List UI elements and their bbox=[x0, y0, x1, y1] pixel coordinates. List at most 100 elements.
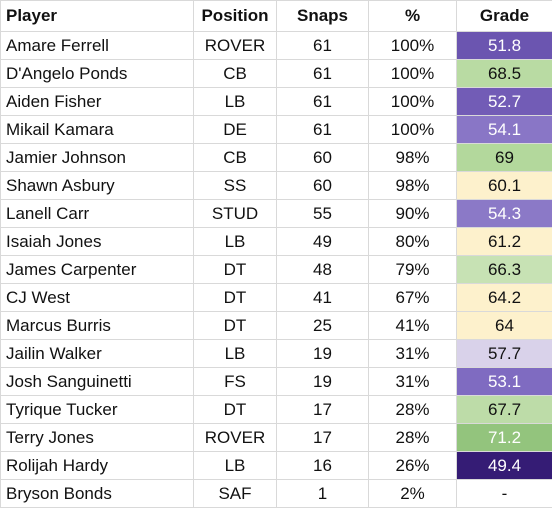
cell-snaps[interactable]: 61 bbox=[276, 31, 369, 60]
header-percent[interactable]: % bbox=[368, 0, 457, 32]
cell-grade[interactable]: 68.5 bbox=[456, 59, 552, 88]
cell-position[interactable]: ROVER bbox=[193, 423, 277, 452]
cell-player[interactable]: Josh Sanguinetti bbox=[0, 367, 194, 396]
cell-snaps[interactable]: 48 bbox=[276, 255, 369, 284]
cell-snaps[interactable]: 17 bbox=[276, 395, 369, 424]
cell-grade[interactable]: 54.3 bbox=[456, 199, 552, 228]
cell-grade[interactable]: 51.8 bbox=[456, 31, 552, 60]
cell-snaps[interactable]: 61 bbox=[276, 115, 369, 144]
cell-snaps[interactable]: 60 bbox=[276, 171, 369, 200]
header-player[interactable]: Player bbox=[0, 0, 194, 32]
cell-snaps[interactable]: 61 bbox=[276, 59, 369, 88]
cell-snaps[interactable]: 60 bbox=[276, 143, 369, 172]
header-position[interactable]: Position bbox=[193, 0, 277, 32]
cell-player[interactable]: Terry Jones bbox=[0, 423, 194, 452]
cell-position[interactable]: ROVER bbox=[193, 31, 277, 60]
cell-snaps[interactable]: 17 bbox=[276, 423, 369, 452]
cell-grade[interactable]: 67.7 bbox=[456, 395, 552, 424]
cell-percent[interactable]: 67% bbox=[368, 283, 457, 312]
cell-player[interactable]: Rolijah Hardy bbox=[0, 451, 194, 480]
table-row: CJ West DT 41 67% 64.2 bbox=[0, 283, 552, 312]
table-row: Marcus Burris DT 25 41% 64 bbox=[0, 311, 552, 340]
cell-position[interactable]: LB bbox=[193, 87, 277, 116]
cell-player[interactable]: D'Angelo Ponds bbox=[0, 59, 194, 88]
table-row: Josh Sanguinetti FS 19 31% 53.1 bbox=[0, 367, 552, 396]
cell-grade[interactable]: 54.1 bbox=[456, 115, 552, 144]
header-snaps[interactable]: Snaps bbox=[276, 0, 369, 32]
cell-percent[interactable]: 28% bbox=[368, 395, 457, 424]
table-row: D'Angelo Ponds CB 61 100% 68.5 bbox=[0, 59, 552, 88]
cell-grade[interactable]: 61.2 bbox=[456, 227, 552, 256]
cell-grade[interactable]: 53.1 bbox=[456, 367, 552, 396]
cell-grade[interactable]: - bbox=[456, 479, 552, 508]
cell-position[interactable]: STUD bbox=[193, 199, 277, 228]
cell-grade[interactable]: 66.3 bbox=[456, 255, 552, 284]
cell-grade[interactable]: 52.7 bbox=[456, 87, 552, 116]
cell-player[interactable]: Amare Ferrell bbox=[0, 31, 194, 60]
cell-percent[interactable]: 90% bbox=[368, 199, 457, 228]
cell-player[interactable]: CJ West bbox=[0, 283, 194, 312]
cell-player[interactable]: Mikail Kamara bbox=[0, 115, 194, 144]
cell-grade[interactable]: 57.7 bbox=[456, 339, 552, 368]
cell-percent[interactable]: 2% bbox=[368, 479, 457, 508]
cell-percent[interactable]: 31% bbox=[368, 339, 457, 368]
table-row: Tyrique Tucker DT 17 28% 67.7 bbox=[0, 395, 552, 424]
cell-percent[interactable]: 100% bbox=[368, 87, 457, 116]
cell-snaps[interactable]: 25 bbox=[276, 311, 369, 340]
table-body: Amare Ferrell ROVER 61 100% 51.8 D'Angelo Pon… bbox=[0, 31, 552, 508]
cell-player[interactable]: Bryson Bonds bbox=[0, 479, 194, 508]
table-row: Jamier Johnson CB 60 98% 69 bbox=[0, 143, 552, 172]
cell-position[interactable]: LB bbox=[193, 339, 277, 368]
cell-snaps[interactable]: 61 bbox=[276, 87, 369, 116]
cell-position[interactable]: CB bbox=[193, 143, 277, 172]
table-row: Mikail Kamara DE 61 100% 54.1 bbox=[0, 115, 552, 144]
cell-percent[interactable]: 98% bbox=[368, 171, 457, 200]
cell-snaps[interactable]: 1 bbox=[276, 479, 369, 508]
cell-percent[interactable]: 41% bbox=[368, 311, 457, 340]
cell-snaps[interactable]: 19 bbox=[276, 339, 369, 368]
cell-percent[interactable]: 28% bbox=[368, 423, 457, 452]
cell-player[interactable]: Isaiah Jones bbox=[0, 227, 194, 256]
cell-percent[interactable]: 100% bbox=[368, 31, 457, 60]
cell-position[interactable]: DE bbox=[193, 115, 277, 144]
cell-grade[interactable]: 60.1 bbox=[456, 171, 552, 200]
cell-position[interactable]: DT bbox=[193, 311, 277, 340]
cell-player[interactable]: Shawn Asbury bbox=[0, 171, 194, 200]
cell-percent[interactable]: 26% bbox=[368, 451, 457, 480]
cell-player[interactable]: Tyrique Tucker bbox=[0, 395, 194, 424]
cell-player[interactable]: Jamier Johnson bbox=[0, 143, 194, 172]
cell-position[interactable]: SAF bbox=[193, 479, 277, 508]
cell-snaps[interactable]: 19 bbox=[276, 367, 369, 396]
cell-percent[interactable]: 80% bbox=[368, 227, 457, 256]
header-grade[interactable]: Grade bbox=[456, 0, 552, 32]
cell-percent[interactable]: 100% bbox=[368, 115, 457, 144]
cell-position[interactable]: DT bbox=[193, 283, 277, 312]
cell-position[interactable]: FS bbox=[193, 367, 277, 396]
cell-player[interactable]: Marcus Burris bbox=[0, 311, 194, 340]
cell-snaps[interactable]: 49 bbox=[276, 227, 369, 256]
cell-position[interactable]: DT bbox=[193, 395, 277, 424]
cell-percent[interactable]: 100% bbox=[368, 59, 457, 88]
cell-grade[interactable]: 49.4 bbox=[456, 451, 552, 480]
cell-grade[interactable]: 64 bbox=[456, 311, 552, 340]
cell-player[interactable]: Lanell Carr bbox=[0, 199, 194, 228]
cell-position[interactable]: LB bbox=[193, 227, 277, 256]
cell-grade[interactable]: 71.2 bbox=[456, 423, 552, 452]
cell-percent[interactable]: 98% bbox=[368, 143, 457, 172]
snap-grade-table: Player Position Snaps % Grade Amare Ferr… bbox=[0, 0, 552, 508]
cell-position[interactable]: SS bbox=[193, 171, 277, 200]
cell-position[interactable]: CB bbox=[193, 59, 277, 88]
cell-percent[interactable]: 31% bbox=[368, 367, 457, 396]
cell-grade[interactable]: 64.2 bbox=[456, 283, 552, 312]
cell-player[interactable]: James Carpenter bbox=[0, 255, 194, 284]
cell-player[interactable]: Jailin Walker bbox=[0, 339, 194, 368]
cell-position[interactable]: DT bbox=[193, 255, 277, 284]
cell-position[interactable]: LB bbox=[193, 451, 277, 480]
cell-grade[interactable]: 69 bbox=[456, 143, 552, 172]
cell-snaps[interactable]: 16 bbox=[276, 451, 369, 480]
cell-player[interactable]: Aiden Fisher bbox=[0, 87, 194, 116]
cell-percent[interactable]: 79% bbox=[368, 255, 457, 284]
cell-snaps[interactable]: 41 bbox=[276, 283, 369, 312]
table-row: Isaiah Jones LB 49 80% 61.2 bbox=[0, 227, 552, 256]
cell-snaps[interactable]: 55 bbox=[276, 199, 369, 228]
